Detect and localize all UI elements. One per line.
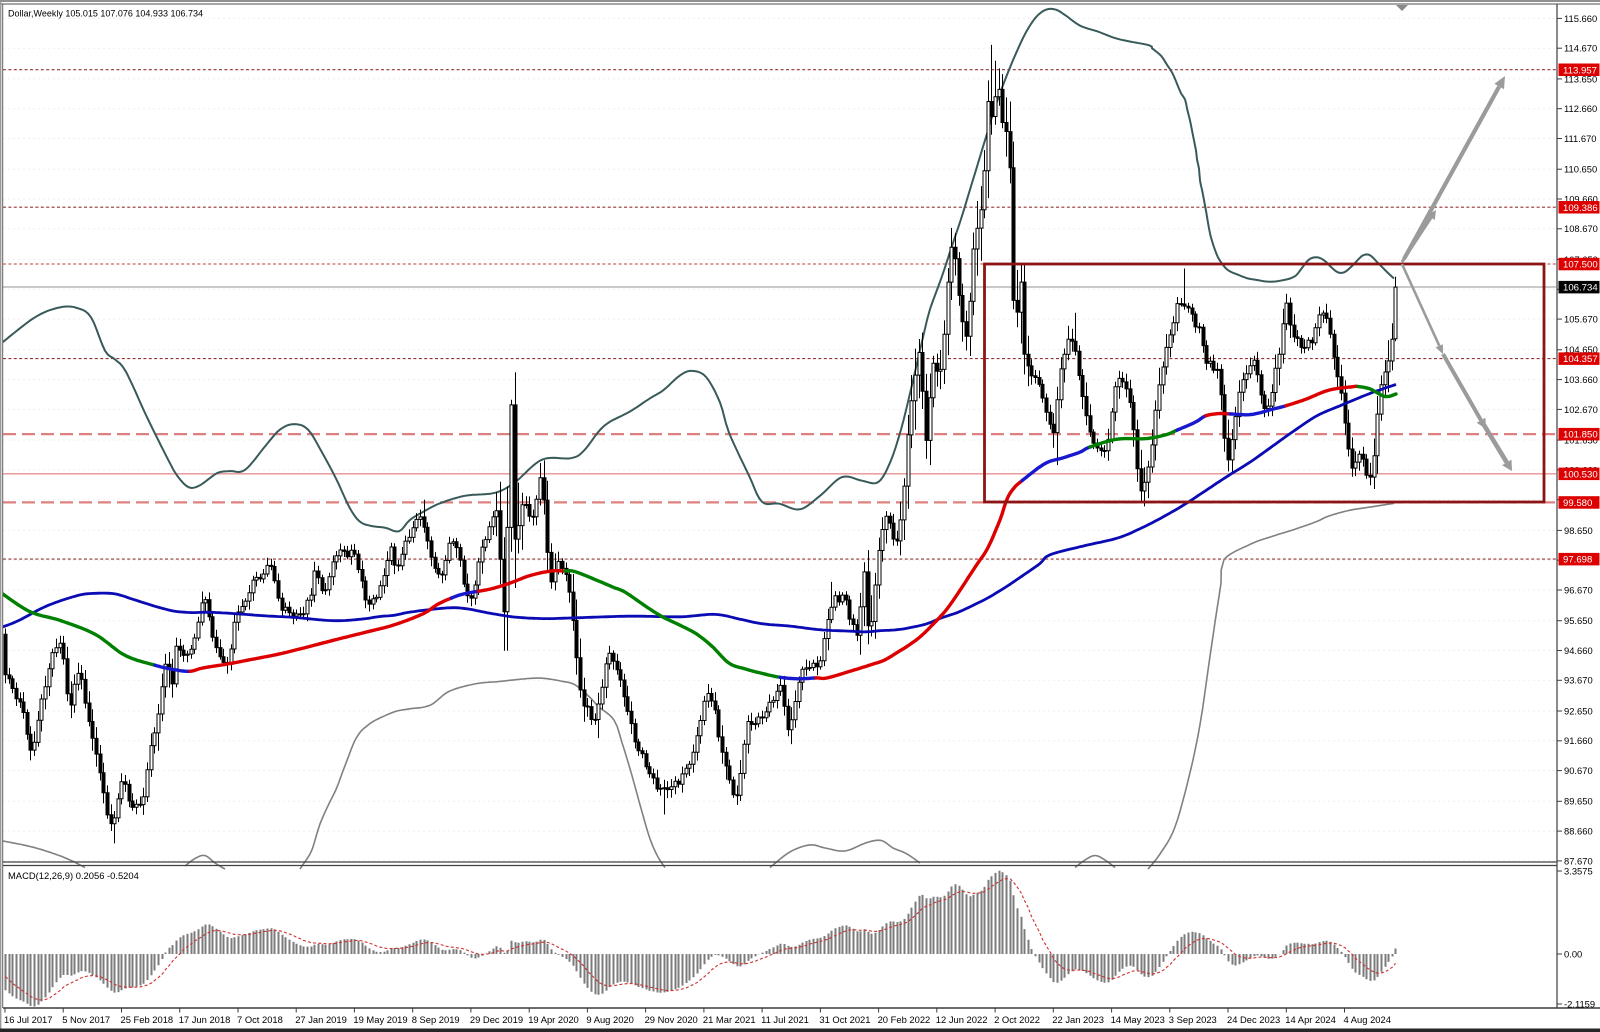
svg-text:3.3575: 3.3575 [1564,865,1593,876]
svg-text:88.660: 88.660 [1564,826,1593,837]
svg-text:Dollar,Weekly 105.015 107.076: Dollar,Weekly 105.015 107.076 104.933 10… [8,9,203,19]
svg-text:31 Oct 2021: 31 Oct 2021 [819,1014,870,1025]
svg-text:104.650: 104.650 [1564,344,1598,355]
svg-text:2 Oct 2022: 2 Oct 2022 [994,1014,1040,1025]
svg-text:97.698: 97.698 [1563,555,1592,566]
svg-text:0.00: 0.00 [1564,948,1582,959]
svg-text:114.670: 114.670 [1564,43,1597,54]
svg-text:111.670: 111.670 [1564,133,1597,144]
svg-text:108.670: 108.670 [1564,223,1598,234]
svg-text:-2.1159: -2.1159 [1564,998,1595,1009]
svg-text:112.660: 112.660 [1564,103,1597,114]
svg-text:27 Jan 2019: 27 Jan 2019 [295,1014,347,1025]
svg-text:104.357: 104.357 [1563,354,1598,365]
svg-text:14 Apr 2024: 14 Apr 2024 [1285,1014,1336,1025]
svg-text:12 Jun 2022: 12 Jun 2022 [936,1014,988,1025]
svg-text:98.650: 98.650 [1564,525,1593,536]
svg-text:91.660: 91.660 [1564,735,1593,746]
svg-text:113.650: 113.650 [1564,73,1597,84]
svg-text:29 Nov 2020: 29 Nov 2020 [645,1014,698,1025]
svg-text:16 Jul 2017: 16 Jul 2017 [4,1014,52,1025]
svg-text:MACD(12,26,9) 0.2056 -0.5204: MACD(12,26,9) 0.2056 -0.5204 [8,870,139,881]
svg-text:20 Feb 2022: 20 Feb 2022 [878,1014,931,1025]
svg-text:93.670: 93.670 [1564,675,1593,686]
svg-text:29 Dec 2019: 29 Dec 2019 [470,1014,523,1025]
svg-text:95.650: 95.650 [1564,615,1593,626]
svg-text:113.957: 113.957 [1563,65,1597,76]
svg-text:110.650: 110.650 [1564,164,1597,175]
svg-text:102.670: 102.670 [1564,404,1598,415]
svg-text:105.670: 105.670 [1564,314,1598,325]
svg-text:5 Nov 2017: 5 Nov 2017 [62,1014,110,1025]
svg-text:3 Sep 2023: 3 Sep 2023 [1169,1014,1217,1025]
svg-text:89.650: 89.650 [1564,796,1593,807]
svg-text:24 Dec 2023: 24 Dec 2023 [1227,1014,1280,1025]
svg-text:99.580: 99.580 [1563,498,1592,509]
svg-text:106.734: 106.734 [1563,283,1598,294]
svg-text:92.650: 92.650 [1564,705,1593,716]
svg-text:17 Jun 2018: 17 Jun 2018 [179,1014,231,1025]
svg-text:115.660: 115.660 [1564,13,1597,24]
svg-text:103.660: 103.660 [1564,374,1598,385]
svg-text:87.670: 87.670 [1564,855,1593,866]
svg-text:19 Apr 2020: 19 Apr 2020 [528,1014,579,1025]
svg-text:109.386: 109.386 [1563,203,1598,214]
svg-text:7 Oct 2018: 7 Oct 2018 [237,1014,283,1025]
svg-text:14 May 2023: 14 May 2023 [1111,1014,1165,1025]
svg-text:109.660: 109.660 [1564,193,1598,204]
svg-text:8 Sep 2019: 8 Sep 2019 [412,1014,460,1025]
svg-text:11 Jul 2021: 11 Jul 2021 [761,1014,809,1025]
svg-text:90.670: 90.670 [1564,765,1593,776]
svg-text:100.530: 100.530 [1563,469,1598,480]
svg-text:25 Feb 2018: 25 Feb 2018 [121,1014,174,1025]
svg-text:9 Aug 2020: 9 Aug 2020 [586,1014,633,1025]
svg-text:19 May 2019: 19 May 2019 [353,1014,407,1025]
svg-text:101.850: 101.850 [1563,430,1598,441]
svg-text:94.660: 94.660 [1564,645,1593,656]
svg-text:96.670: 96.670 [1564,584,1593,595]
svg-text:4 Aug 2024: 4 Aug 2024 [1344,1014,1391,1025]
svg-text:107.500: 107.500 [1563,260,1598,271]
svg-text:22 Jan 2023: 22 Jan 2023 [1052,1014,1104,1025]
svg-text:21 Mar 2021: 21 Mar 2021 [703,1014,756,1025]
